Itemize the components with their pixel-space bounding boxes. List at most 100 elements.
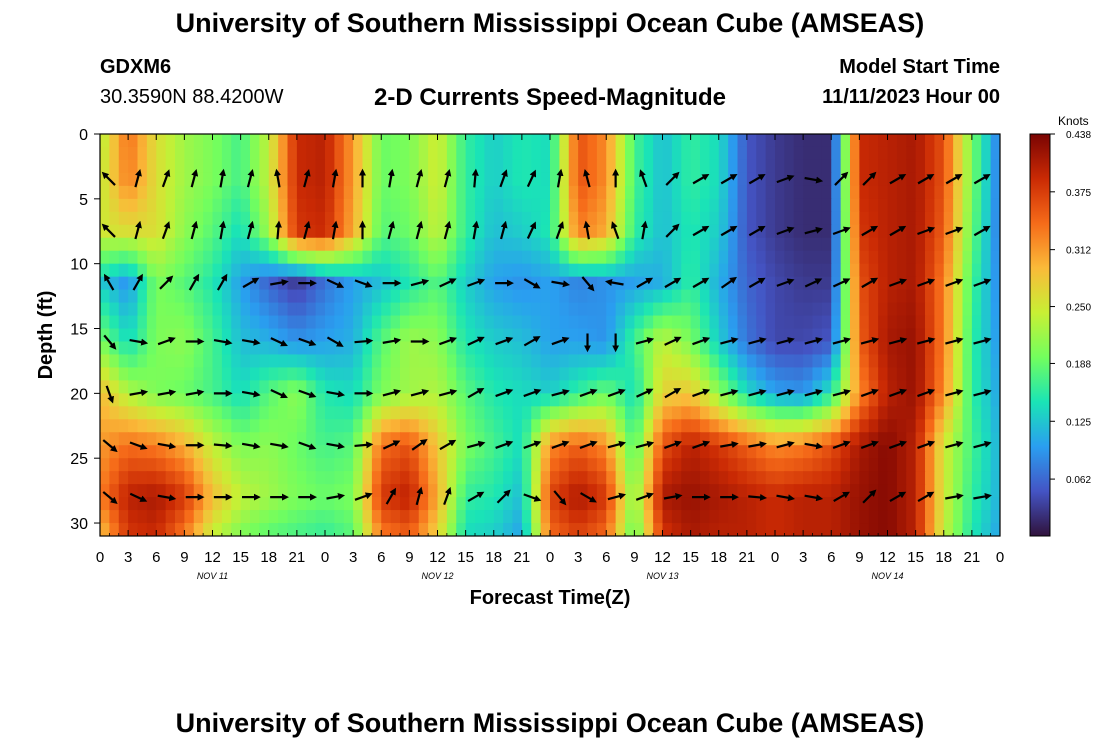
heat-cell [221, 315, 232, 330]
heat-cell [625, 458, 635, 472]
heat-cell [746, 419, 757, 433]
heat-cell [334, 172, 345, 187]
heat-cell [437, 172, 448, 187]
heat-cell [362, 198, 373, 213]
heat-cell [296, 211, 307, 226]
heat-cell [934, 159, 945, 174]
heat-cell [296, 458, 307, 472]
heat-cell [193, 211, 204, 226]
heat-cell [793, 276, 804, 291]
heat-cell [587, 341, 598, 356]
heat-cell [981, 419, 992, 433]
heat-cell [503, 393, 514, 407]
heat-cell [184, 250, 195, 265]
heat-cell [409, 393, 420, 407]
heat-cell [343, 134, 354, 148]
heat-cell [165, 523, 176, 536]
heat-cell [559, 224, 570, 239]
heat-cell [840, 393, 851, 407]
current-arrow [241, 390, 261, 398]
heat-cell [278, 341, 289, 356]
x-tick-label: 9 [405, 549, 413, 566]
heat-cell [615, 237, 626, 252]
heat-cell [400, 134, 410, 148]
heat-cell [456, 172, 467, 187]
heat-cell [568, 406, 579, 420]
heat-cell [128, 211, 139, 226]
heat-cell [437, 185, 448, 200]
heat-cell [409, 302, 420, 317]
heat-cell [878, 211, 889, 226]
heat-cell [540, 341, 551, 356]
heat-cell [287, 393, 298, 407]
heat-cell [521, 458, 532, 472]
heat-cell [775, 134, 785, 148]
heat-cell [690, 432, 701, 446]
x-tick-label: 12 [879, 549, 896, 566]
heat-cell [343, 198, 354, 213]
heat-cell [625, 159, 635, 174]
current-arrow [382, 440, 401, 450]
heat-cell [700, 458, 710, 472]
heat-cell [437, 510, 448, 524]
heat-cell [859, 419, 870, 433]
heat-cell [446, 367, 457, 381]
heat-cell [587, 289, 598, 304]
heat-cell [587, 224, 598, 239]
heat-cell [437, 250, 448, 265]
current-arrow [132, 273, 143, 291]
heat-cell [193, 159, 204, 174]
heat-cell [784, 198, 795, 213]
heat-cell [953, 432, 964, 446]
heat-cell [943, 471, 954, 485]
heat-cell [681, 497, 692, 511]
heat-cell [512, 484, 523, 498]
heat-cell [231, 134, 242, 148]
heat-cell [718, 406, 729, 420]
heat-cell [325, 484, 335, 498]
heat-cell [690, 484, 701, 498]
heat-cell [493, 146, 504, 161]
heat-cell [981, 250, 992, 265]
heat-cell [821, 146, 832, 161]
heat-cell [456, 146, 467, 161]
heat-cell [100, 172, 110, 187]
heat-cell [259, 406, 270, 420]
heat-cell [662, 289, 673, 304]
heat-cell [784, 211, 795, 226]
current-arrow [246, 220, 255, 240]
heat-cell [193, 393, 204, 407]
heat-cell [531, 328, 542, 343]
heat-cell [671, 172, 682, 187]
heat-cell [653, 211, 664, 226]
heat-cell [325, 276, 335, 291]
heat-cell [690, 445, 701, 459]
heat-cell [803, 458, 814, 472]
heat-cell [643, 380, 654, 394]
heat-cell [634, 458, 645, 472]
heat-cell [596, 406, 607, 420]
heat-cell [343, 159, 354, 174]
heat-cell [184, 134, 195, 148]
heat-cell [437, 237, 448, 252]
x-tick-label: 21 [739, 549, 756, 566]
heat-cell [728, 458, 739, 472]
heat-cell [737, 445, 748, 459]
heat-cell [156, 367, 167, 381]
heat-cell [559, 458, 570, 472]
heat-cell [456, 419, 467, 433]
heat-cell [325, 471, 335, 485]
heat-cell [775, 523, 785, 536]
heat-cell [437, 497, 448, 511]
heat-cell [643, 134, 654, 148]
heat-cell [184, 510, 195, 524]
heat-cell [812, 432, 823, 446]
heat-cell [456, 302, 467, 317]
heat-cell [446, 302, 457, 317]
heat-cell [203, 185, 214, 200]
heat-cell [503, 250, 514, 265]
heat-cell [109, 134, 120, 148]
heat-cell [550, 328, 560, 343]
current-arrow [776, 337, 795, 345]
heat-cell [653, 134, 664, 148]
